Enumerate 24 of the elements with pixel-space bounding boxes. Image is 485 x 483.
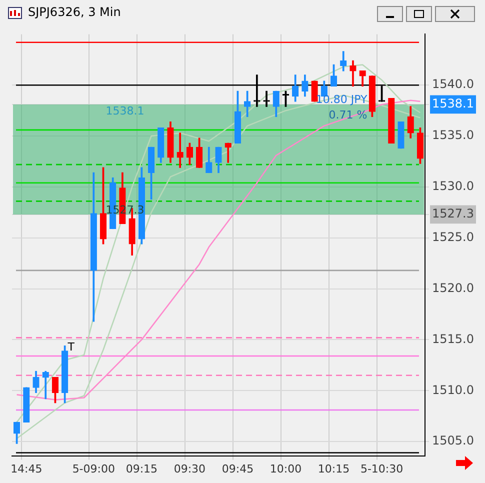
annotation: T — [66, 340, 75, 354]
y-tick-label: 1505.0 — [432, 434, 474, 448]
chart-title: SJPJ6326, 3 Min — [28, 5, 121, 19]
x-tick-label: 10:00 — [270, 462, 302, 476]
x-tick-label: 5-10:30 — [360, 462, 404, 476]
x-tick-label: 09:30 — [174, 462, 206, 476]
y-tick-label: 1530.0 — [432, 179, 474, 194]
x-tick-label: 09:15 — [126, 462, 158, 476]
x-tick-label: 09:45 — [222, 462, 254, 476]
candlestick — [176, 132, 184, 168]
y-tick-label: 1525.0 — [432, 230, 474, 244]
y-tick-label: 1540.0 — [432, 77, 474, 92]
y-tick-label: 1527.3 — [432, 206, 474, 221]
y-tick-label: 1538.1 — [432, 96, 474, 111]
y-tick-label: 1520.0 — [432, 280, 474, 295]
x-tick-label: 14:45 — [10, 462, 42, 476]
y-tick-label: 1535.0 — [432, 128, 474, 142]
annotation: 1527.3 — [106, 203, 144, 216]
y-tick-label: 1510.0 — [432, 382, 474, 397]
y-tick-label: 1515.0 — [432, 332, 474, 346]
annotation: 1538.1 — [106, 104, 144, 118]
x-tick-label: 5-09:00 — [72, 462, 115, 476]
annotation: 10.80 JPY — [316, 92, 368, 106]
x-tick-label: 10:15 — [318, 462, 350, 476]
